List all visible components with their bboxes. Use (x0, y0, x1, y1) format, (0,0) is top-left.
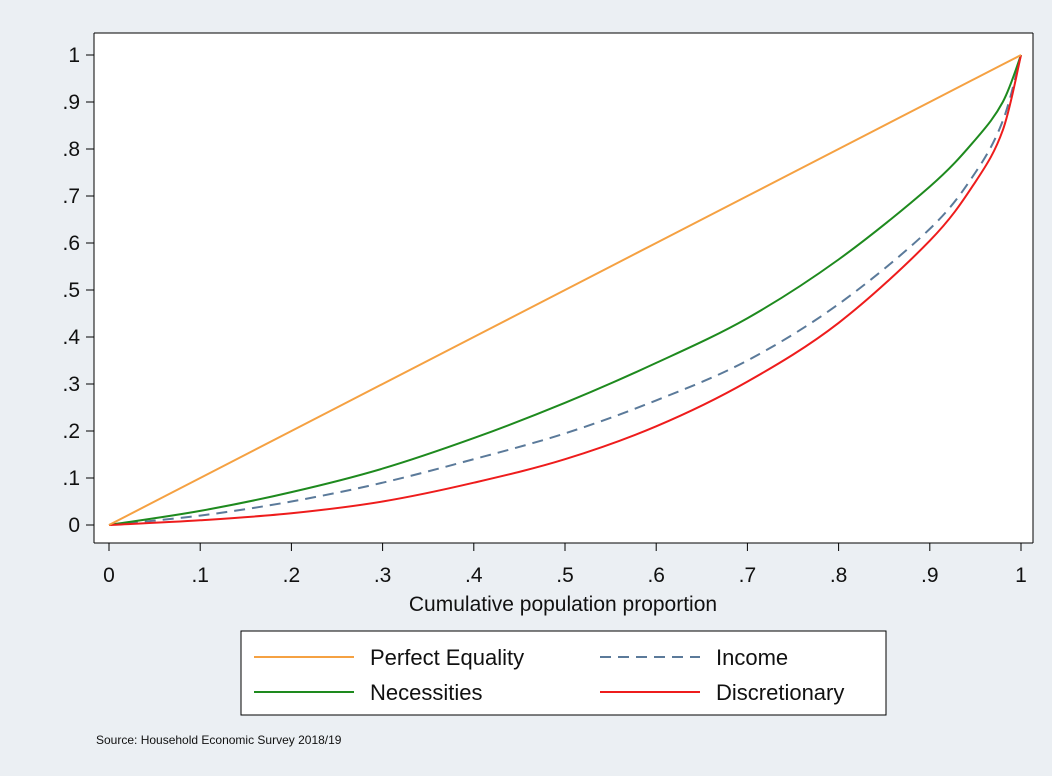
x-tick-label: .6 (647, 564, 665, 587)
x-tick-label: .4 (465, 564, 483, 587)
legend-label: Necessities (370, 680, 482, 705)
legend-label: Perfect Equality (370, 645, 524, 670)
y-tick-label: .7 (62, 185, 80, 208)
series-line-income (108, 54, 1022, 526)
y-tick-label: .3 (62, 373, 80, 396)
y-tick-label: 0 (68, 514, 80, 537)
legend: Perfect Equality Income Necessities Discret… (240, 630, 887, 716)
x-tick-label: .7 (739, 564, 757, 587)
series-line-necessities (108, 54, 1022, 526)
x-axis-label: Cumulative population proportion (409, 593, 717, 616)
legend-box (240, 630, 887, 716)
y-tick-label: .9 (62, 91, 80, 114)
x-tick-label: .9 (921, 564, 939, 587)
y-tick-label: .5 (62, 279, 80, 302)
plot-area (94, 33, 1033, 543)
series-line-perfect-equality (108, 54, 1022, 526)
x-tick-label: .1 (191, 564, 209, 587)
y-tick-label: .8 (62, 138, 80, 161)
y-tick-label: .4 (62, 326, 80, 349)
axes: 0 .1 .2 .3 .4 .5 .6 .7 .8 .9 1 0 .1 .2 .3 .4 .5 .6 .7 .8 .9 1 (62, 32, 1034, 587)
legend-label: Discretionary (716, 680, 844, 705)
y-tick-label: .2 (62, 420, 80, 443)
y-tick-label: .1 (62, 467, 80, 490)
series-line-discretionary (108, 54, 1022, 526)
x-tick-label: .2 (283, 564, 301, 587)
legend-label: Income (716, 645, 788, 670)
source-note: Source: Household Economic Survey 2018/1… (96, 733, 342, 747)
x-tick-label: .5 (556, 564, 574, 587)
series-layer (108, 54, 1022, 526)
y-tick-label: 1 (68, 44, 80, 67)
x-tick-label: 0 (103, 564, 115, 587)
y-tick-label: .6 (62, 232, 80, 255)
x-tick-label: .8 (830, 564, 848, 587)
x-tick-label: .3 (374, 564, 392, 587)
x-tick-label: 1 (1015, 564, 1027, 587)
